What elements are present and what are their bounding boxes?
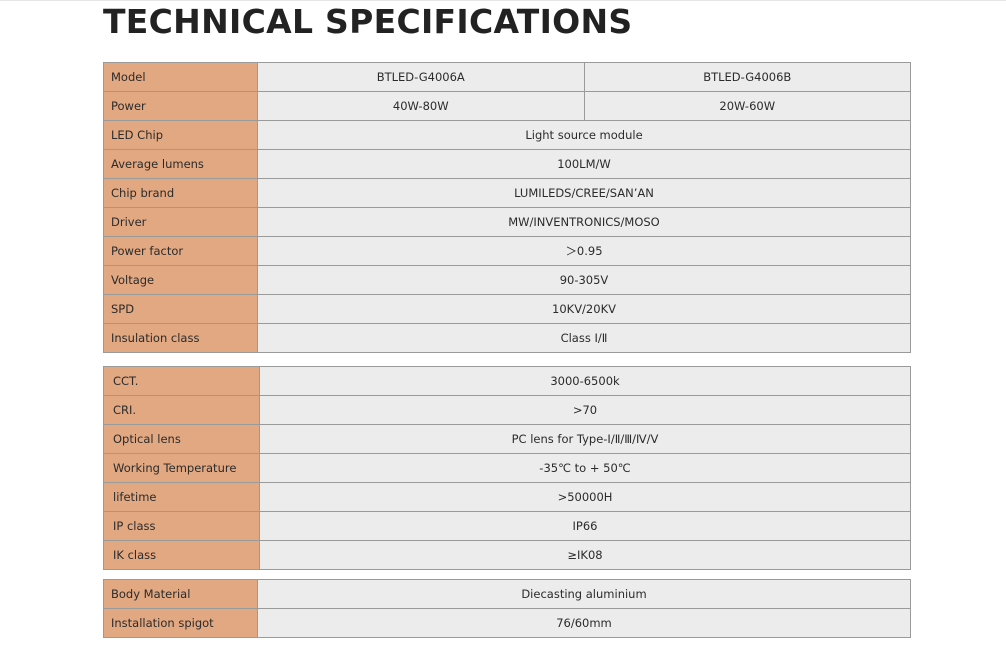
table-row: LED Chip Light source module	[103, 120, 911, 150]
top-divider	[0, 0, 1006, 1]
row-label: Average lumens	[103, 149, 258, 179]
table-row: Installation spigot 76/60mm	[103, 608, 911, 638]
row-value: 76/60mm	[257, 608, 911, 638]
row-label: lifetime	[103, 482, 260, 512]
table-row: Working Temperature -35℃ to + 50℃	[103, 453, 911, 483]
row-label: CRI.	[103, 395, 260, 425]
row-label: Power	[103, 91, 258, 121]
spec-table-mechanical: Body Material Diecasting aluminium Insta…	[103, 579, 911, 638]
row-label: Insulation class	[103, 323, 258, 353]
row-label: Driver	[103, 207, 258, 237]
row-value: 3000-6500k	[259, 366, 911, 396]
table-row-model: Model BTLED-G4006A BTLED-G4006B	[103, 62, 911, 92]
row-label: Power factor	[103, 236, 258, 266]
row-label: Chip brand	[103, 178, 258, 208]
row-label: Model	[103, 62, 258, 92]
table-row: Chip brand LUMILEDS/CREE/SAN’AN	[103, 178, 911, 208]
row-label: IP class	[103, 511, 260, 541]
power-a-value: 40W-80W	[257, 91, 585, 121]
row-value: 100LM/W	[257, 149, 911, 179]
table-row: Optical lens PC lens for Type-Ⅰ/Ⅱ/Ⅲ/Ⅳ/Ⅴ	[103, 424, 911, 454]
row-label: Working Temperature	[103, 453, 260, 483]
row-label: Installation spigot	[103, 608, 258, 638]
table-row: Voltage 90-305V	[103, 265, 911, 295]
table-row: CRI. >70	[103, 395, 911, 425]
spec-table-electrical: Model BTLED-G4006A BTLED-G4006B Power 40…	[103, 62, 911, 353]
model-a-value: BTLED-G4006A	[257, 62, 585, 92]
spec-table-optical: CCT. 3000-6500k CRI. >70 Optical lens PC…	[103, 366, 911, 570]
power-b-value: 20W-60W	[583, 91, 911, 121]
row-label: Body Material	[103, 579, 258, 609]
row-value: PC lens for Type-Ⅰ/Ⅱ/Ⅲ/Ⅳ/Ⅴ	[259, 424, 911, 454]
model-b-value: BTLED-G4006B	[583, 62, 911, 92]
row-label: IK class	[103, 540, 260, 570]
row-value: ≥IK08	[259, 540, 911, 570]
row-value: Diecasting aluminium	[257, 579, 911, 609]
table-row: Power factor ＞0.95	[103, 236, 911, 266]
page-title: TECHNICAL SPECIFICATIONS	[103, 2, 633, 41]
table-row: Insulation class Class Ⅰ/Ⅱ	[103, 323, 911, 353]
table-row: IK class ≥IK08	[103, 540, 911, 570]
row-label: LED Chip	[103, 120, 258, 150]
table-row: Body Material Diecasting aluminium	[103, 579, 911, 609]
row-value: 90-305V	[257, 265, 911, 295]
table-row: CCT. 3000-6500k	[103, 366, 911, 396]
row-value: IP66	[259, 511, 911, 541]
row-value: >70	[259, 395, 911, 425]
row-value: MW/INVENTRONICS/MOSO	[257, 207, 911, 237]
row-label: SPD	[103, 294, 258, 324]
row-label: Voltage	[103, 265, 258, 295]
row-value: 10KV/20KV	[257, 294, 911, 324]
table-row: lifetime >50000H	[103, 482, 911, 512]
row-value: ＞0.95	[257, 236, 911, 266]
table-row: Average lumens 100LM/W	[103, 149, 911, 179]
row-value: LUMILEDS/CREE/SAN’AN	[257, 178, 911, 208]
row-value: -35℃ to + 50℃	[259, 453, 911, 483]
table-row: Driver MW/INVENTRONICS/MOSO	[103, 207, 911, 237]
row-label: Optical lens	[103, 424, 260, 454]
row-label: CCT.	[103, 366, 260, 396]
table-row-power: Power 40W-80W 20W-60W	[103, 91, 911, 121]
table-row: IP class IP66	[103, 511, 911, 541]
table-row: SPD 10KV/20KV	[103, 294, 911, 324]
row-value: Light source module	[257, 120, 911, 150]
row-value: >50000H	[259, 482, 911, 512]
row-value: Class Ⅰ/Ⅱ	[257, 323, 911, 353]
